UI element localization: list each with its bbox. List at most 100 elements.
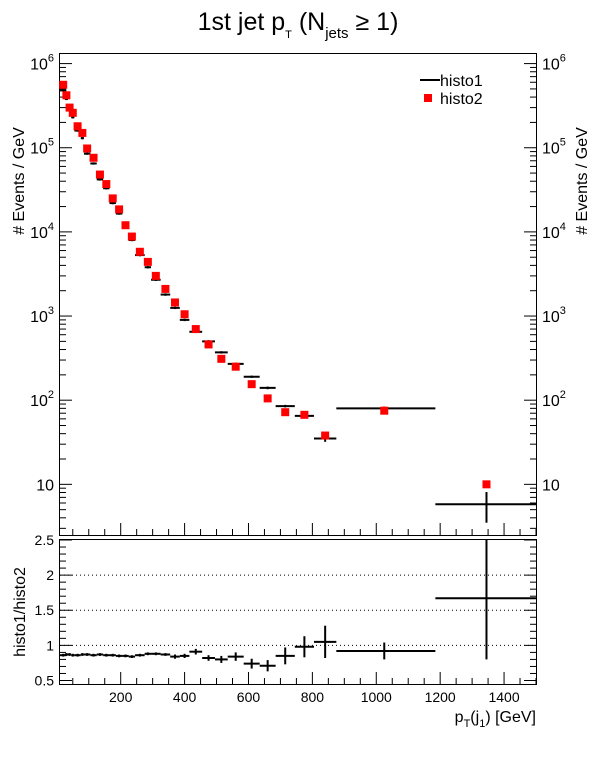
histo2-point [127,232,136,241]
ratio-x-tick-labels: 200 400 600 800 1000 1200 1400 [109,689,520,705]
ratio-x-tick-label: 800 [301,689,325,705]
ratio-point [179,653,190,659]
histo2-point [300,410,309,419]
main-y-tick-label: 104 [30,221,54,242]
main-y-tick-label: 10 [542,477,560,494]
main-y-tick-label: 104 [542,221,566,242]
main-y-tick-label: 10 [36,477,54,494]
main-y-tick-label: 103 [30,305,54,326]
ratio-point [259,660,276,672]
ratio-x-axis-label: pT(j1) [GeV] [455,709,536,730]
ratio-y-tick-label: 0.5 [35,672,55,688]
histo2-point [65,103,74,112]
histo1-point [80,137,84,140]
main-axis-ticks [60,63,537,535]
histo2-point [482,480,491,489]
ratio-x-tick-label: 600 [237,689,261,705]
histo2-point [95,170,104,179]
histo1-point [160,293,171,296]
ratio-point [128,655,136,659]
ratio-point [336,642,436,660]
x-label-sub-t: T [464,718,471,730]
ratio-point [67,653,72,656]
histo2-point [78,128,87,137]
main-plot: 106 105 104 103 102 10 106 105 104 103 102 10 # Ev… [11,53,591,536]
main-y-axis-label-left: # Events / GeV [11,127,28,235]
ratio-point [243,658,260,669]
ratio-y-tick-label: 2.5 [35,532,55,548]
ratio-point [122,654,129,658]
histo1-point [144,266,152,269]
histo1-point [435,492,536,523]
histo2-point [108,194,117,203]
histo1-point [243,375,260,378]
ratio-point [275,647,295,665]
histo1-point [275,404,295,408]
histo2-point [102,180,111,189]
histo2-point [263,394,272,403]
ratio-point [90,653,97,657]
histo2-point [247,380,256,389]
main-y-tick-label: 103 [542,305,566,326]
legend-box [414,65,506,113]
main-y-tick-label: 106 [542,53,566,74]
histo2-point [151,271,160,280]
ratio-point [227,652,244,661]
ratio-gridlines [60,574,536,646]
title-paren: (N [292,8,325,36]
ratio-point [80,653,84,656]
legend: histo1 histo2 [414,65,506,113]
ratio-point [96,653,104,656]
histo1-point [90,162,97,165]
histo2-point [143,257,152,266]
histo1-point [179,318,190,322]
ratio-point [144,652,152,656]
ratio-point [74,653,81,657]
ratio-point [214,655,228,663]
histo1-series [60,89,536,523]
ratio-point [151,652,161,656]
ratio-plot: 0.5 1 1.5 2 2.5 200 400 600 800 1000 1200 1400 his… [12,532,537,730]
ratio-point [64,653,68,656]
main-y-axis-label-right: # Events / GeV [574,127,591,235]
ratio-point [189,648,203,655]
histo2-point [380,406,389,415]
title-main: 1st jet p [198,8,286,36]
histo1-point [170,306,180,310]
main-y-tick-label: 102 [542,389,566,410]
ratio-point [135,653,145,657]
ratio-point [83,653,91,656]
ratio-x-tick-label: 1000 [361,689,392,705]
ratio-point [71,653,75,657]
histo1-point [259,386,276,390]
ratio-x-tick-label: 200 [109,689,133,705]
main-y-tick-labels-right: 106 105 104 103 102 10 [542,53,566,495]
x-label-unit: ) [GeV] [485,709,536,726]
histo2-point [171,298,180,307]
histo1-point [96,178,104,181]
x-label-j: (j [470,709,479,726]
histo2-point [59,80,68,89]
histo2-point [191,325,200,334]
ratio-series [60,540,536,672]
histo2-point [68,108,77,117]
title-sub-jets: jets [324,25,348,42]
histo2-point [62,91,71,100]
ratio-y-tick-label: 1.5 [35,602,55,618]
ratio-point [313,625,337,659]
title-sub-t: T [285,29,292,41]
histo2-point [115,205,124,214]
histo2-point [161,284,170,293]
histo2-point [180,310,189,319]
histo2-point [217,354,226,363]
histo1-point [83,152,91,155]
ratio-point [170,654,180,659]
ratio-y-tick-label: 1 [46,637,54,653]
histo2-point [73,122,82,131]
histo1-point [214,351,228,354]
ratio-point [435,540,536,660]
main-y-tick-label: 102 [30,389,54,410]
x-label-p: p [455,709,464,726]
histo1-point [60,89,67,92]
ratio-point [202,655,215,661]
